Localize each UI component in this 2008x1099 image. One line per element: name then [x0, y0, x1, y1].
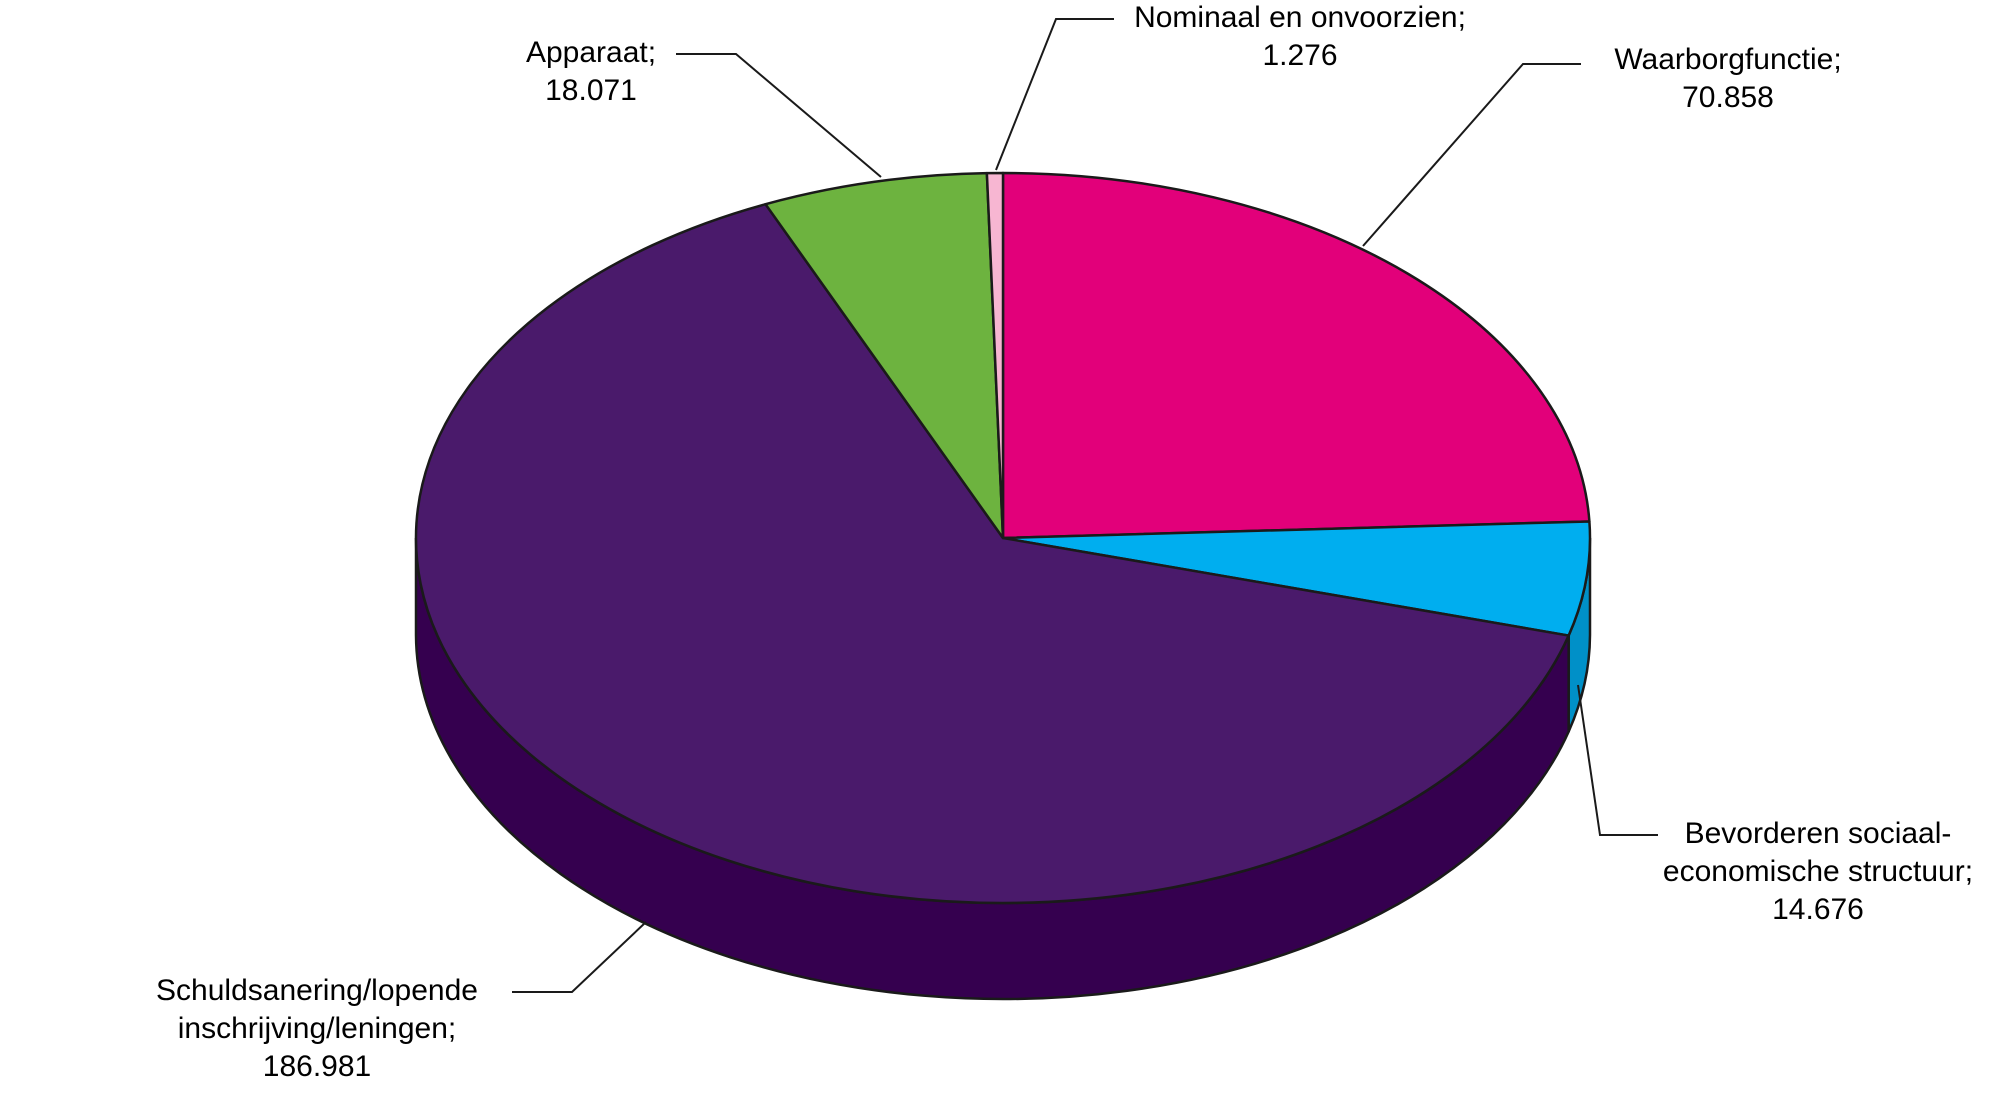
pie-slice: [414, 202, 1570, 905]
value-label: 186.981: [263, 1050, 371, 1083]
slice-label: Nominaal en onvoorzien;: [1134, 1, 1466, 34]
leader-line: [1362, 63, 1581, 247]
value-label: 18.071: [545, 74, 637, 107]
leader-line: [995, 18, 1114, 171]
pie-slice: [985, 171, 1005, 540]
slice-label: Waarborgfunctie;: [1614, 43, 1841, 76]
pie-slice: [764, 171, 1005, 540]
pie-slice: [1001, 520, 1592, 637]
pie-slice: [1001, 171, 1591, 540]
leader-line: [1577, 684, 1658, 836]
leader-line: [676, 53, 882, 178]
slice-label: Apparaat;: [526, 36, 656, 69]
value-label: 14.676: [1772, 893, 1864, 926]
value-label: 1.276: [1262, 39, 1337, 72]
value-label: 70.858: [1682, 81, 1774, 114]
slice-label: Bevorderen sociaal-economische structuur…: [1663, 817, 1973, 888]
slice-label: Schuldsanering/lopende inschrijving/lenin…: [156, 974, 478, 1045]
leader-line: [512, 921, 647, 993]
